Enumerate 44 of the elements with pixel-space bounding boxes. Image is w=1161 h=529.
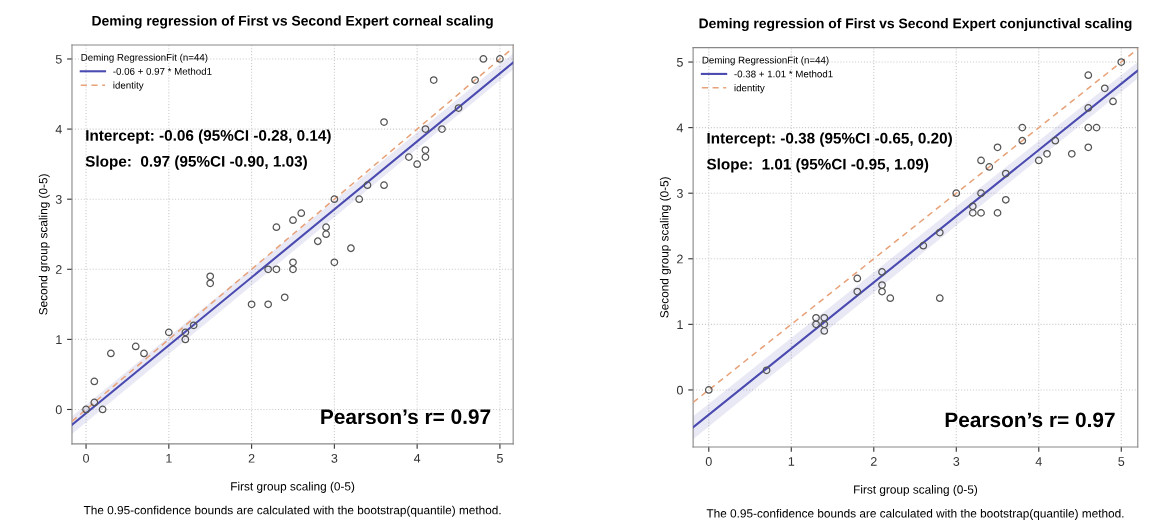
y-tick-label: 4 bbox=[55, 125, 62, 134]
annotation: Slope: 0.97 (95%CI -0.90, 1.03) bbox=[85, 155, 307, 170]
annotation: Intercept: -0.06 (95%CI -0.28, 0.14) bbox=[86, 129, 331, 144]
legend-title: Deming RegressionFit (n=44) bbox=[81, 53, 208, 63]
annotation: Slope: 1.01 (95%CI -0.95, 1.09) bbox=[706, 158, 929, 173]
x-tick-label: 5 bbox=[496, 454, 503, 463]
y-tick-label: 3 bbox=[676, 189, 683, 198]
legend-label: identity bbox=[113, 81, 144, 91]
y-tick-label: 0 bbox=[676, 385, 683, 395]
x-tick-label: 2 bbox=[248, 453, 255, 463]
x-axis-title: First group scaling (0-5) bbox=[231, 481, 355, 493]
legend-label: -0.38 + 1.01 * Method1 bbox=[734, 70, 833, 78]
y-axis-title: Second group scaling (0-5) bbox=[38, 174, 50, 315]
y-tick-label: 1 bbox=[677, 320, 683, 329]
annotation: Pearson’s r= 0.97 bbox=[321, 409, 491, 425]
x-tick-label: 3 bbox=[953, 457, 960, 466]
x-tick-label: 0 bbox=[705, 457, 712, 466]
x-tick-label: 1 bbox=[166, 454, 172, 463]
x-tick-label: 4 bbox=[413, 454, 421, 463]
y-axis-title: Second group scaling (0-5) bbox=[659, 177, 671, 318]
y-tick-label: 1 bbox=[56, 335, 62, 344]
x-tick-label: 5 bbox=[1118, 457, 1125, 466]
x-tick-label: 4 bbox=[1035, 457, 1042, 466]
chart-title: Deming regression of First vs Second Expert conjunctival scaling bbox=[699, 18, 1132, 32]
x-axis-title: First group scaling (0-5) bbox=[854, 485, 978, 497]
annotation: Intercept: -0.38 (95%CI -0.65, 0.20) bbox=[707, 132, 952, 147]
y-tick-label: 4 bbox=[676, 123, 684, 133]
y-tick-label: 2 bbox=[677, 254, 683, 264]
y-tick-label: 5 bbox=[55, 54, 62, 64]
x-tick-label: 0 bbox=[83, 453, 90, 463]
legend-label: identity bbox=[734, 84, 765, 94]
y-tick-label: 0 bbox=[55, 405, 62, 415]
text: The 0.95-confidence bounds are calculated with the bootstrap(quantile) method. bbox=[706, 508, 1124, 520]
x-tick-label: 1 bbox=[788, 457, 795, 466]
text: The 0.95-confidence bounds are calculated with the bootstrap(quantile) method. bbox=[83, 505, 501, 517]
legend-title: Deming RegressionFit (n=44) bbox=[702, 56, 829, 66]
y-tick-label: 5 bbox=[676, 57, 683, 67]
x-tick-label: 3 bbox=[331, 453, 338, 463]
annotation: Pearson’s r= 0.97 bbox=[945, 412, 1115, 428]
legend-label: -0.06 + 0.97 * Method1 bbox=[113, 67, 212, 75]
chart-title: Deming regression of First vs Second Expert corneal scaling bbox=[92, 15, 493, 29]
x-tick-label: 2 bbox=[870, 457, 877, 466]
y-tick-label: 2 bbox=[55, 265, 62, 274]
y-tick-label: 3 bbox=[55, 194, 62, 204]
